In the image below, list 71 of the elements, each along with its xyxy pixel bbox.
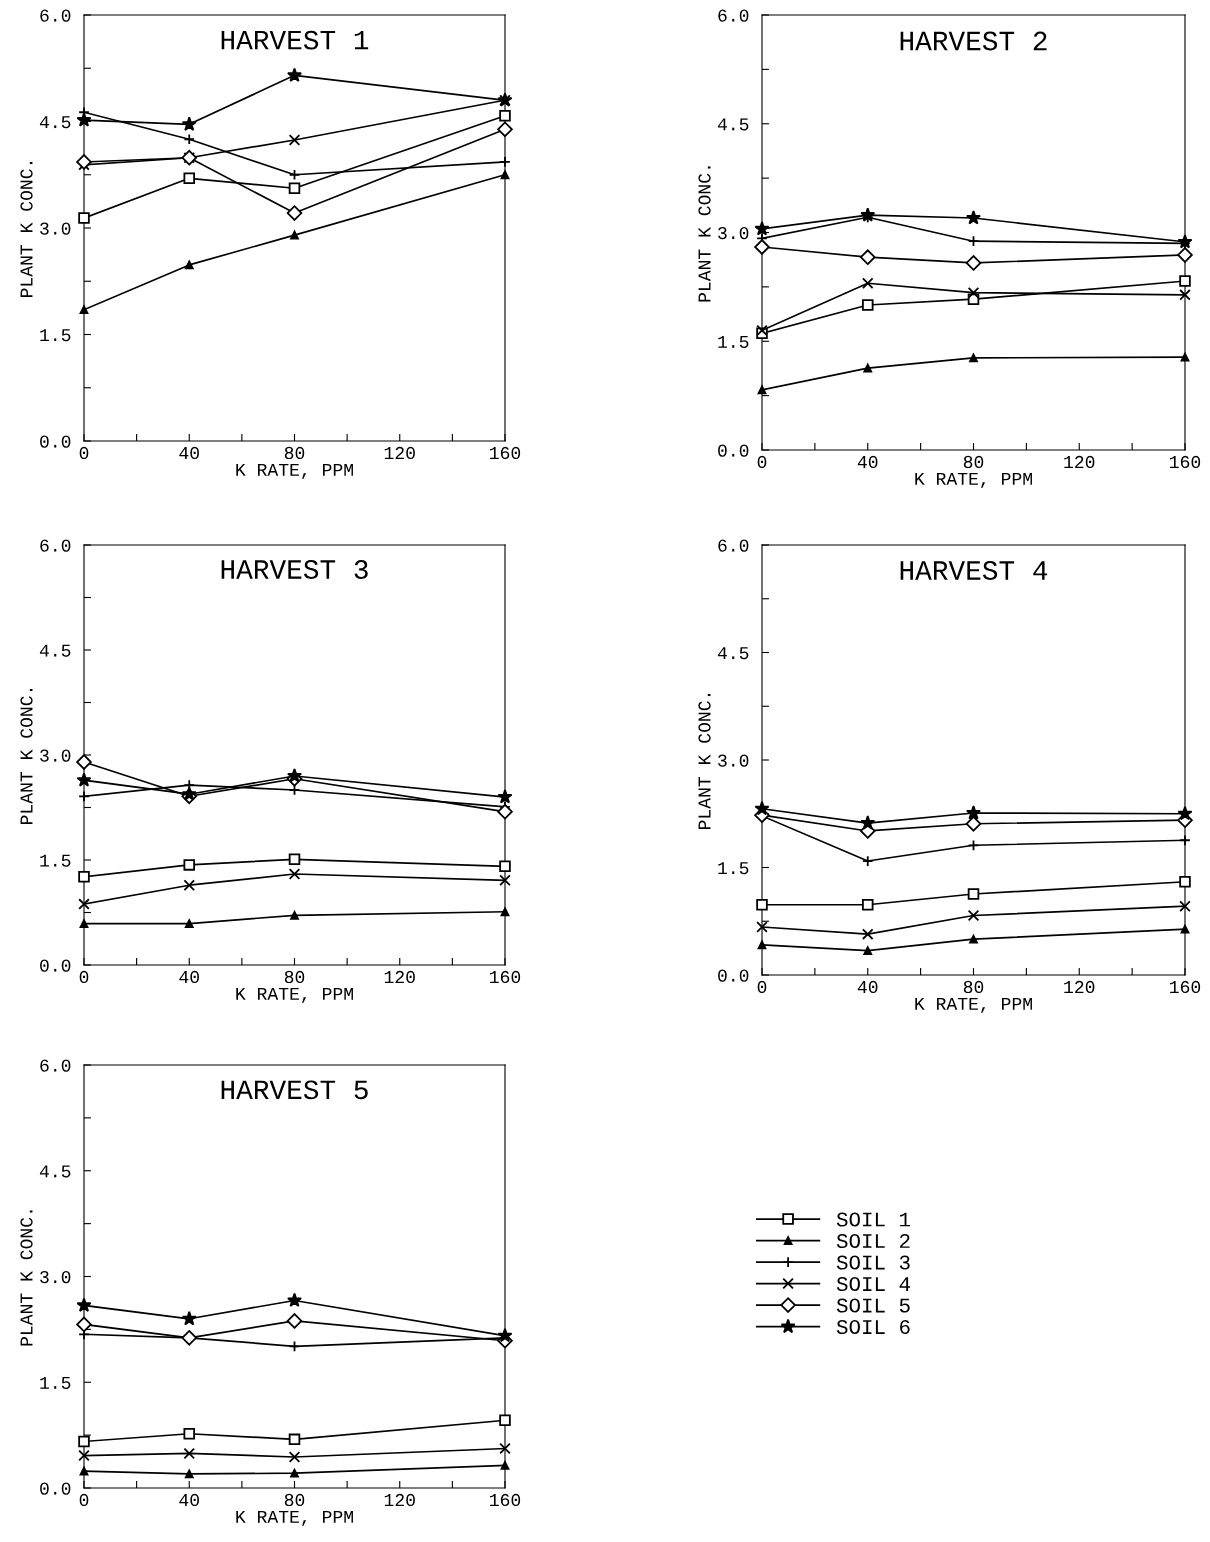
y-tick-label: 1.5 [40,1376,71,1389]
legend-label: SOIL 4 [836,1276,910,1292]
x-tick-label: 160 [490,1493,521,1507]
y-tick-label: 6.0 [40,539,71,552]
x-tick-label: 160 [490,970,521,984]
x-tick-label: 40 [179,446,199,460]
x-axis-title: K RATE, PPM [236,463,353,479]
x-tick-label: 80 [284,1493,305,1507]
x-axis-title: K RATE, PPM [236,987,353,1003]
legend-label: SOIL 5 [836,1298,910,1313]
y-axis-title: PLANT K CONC. [20,1210,33,1346]
x-tick-label: 0 [757,455,767,469]
y-tick-label: 4.5 [717,647,749,660]
legend-label: SOIL 6 [836,1319,910,1335]
y-tick-label: 0.0 [718,444,749,457]
y-tick-label: 3.0 [718,226,749,240]
x-tick-label: 40 [179,970,199,984]
x-tick-label: 120 [1064,455,1095,469]
x-tick-label: 120 [384,446,415,460]
y-tick-label: 6.0 [40,9,71,22]
y-tick-label: 6.0 [718,9,749,22]
y-tick-label: 1.5 [40,854,71,867]
chart-title: HARVEST 5 [221,1080,368,1100]
y-tick-label: 3.0 [40,1270,71,1284]
x-tick-label: 120 [384,970,415,984]
x-tick-label: 40 [179,1493,199,1507]
chart-title: HARVEST 3 [221,560,368,579]
x-axis-title: K RATE, PPM [236,1510,353,1526]
y-tick-label: 6.0 [40,1059,71,1072]
x-tick-label: 40 [857,980,878,994]
legend-label: SOIL 2 [836,1233,910,1249]
y-axis-title: PLANT K CONC. [698,166,711,302]
y-tick-label: 3.0 [40,749,71,762]
y-tick-label: 6.0 [718,539,749,552]
y-tick-label: 0.0 [40,959,71,972]
y-tick-label: 4.5 [717,118,749,131]
legend-label: SOIL 1 [836,1212,911,1227]
y-tick-label: 3.0 [718,754,749,767]
x-tick-label: 160 [1170,980,1201,994]
x-tick-label: 40 [857,455,878,469]
x-tick-label: 0 [79,446,89,460]
x-tick-label: 0 [757,980,767,994]
chart-title: HARVEST 4 [900,561,1048,580]
chart-title: HARVEST 2 [900,31,1047,51]
y-tick-label: 1.5 [718,862,749,875]
y-tick-label: 1.5 [40,329,71,342]
x-tick-label: 120 [384,1493,415,1507]
y-tick-label: 4.5 [39,1165,71,1178]
y-tick-label: 4.5 [39,644,71,657]
x-tick-label: 160 [1170,455,1201,469]
x-tick-label: 80 [284,446,305,460]
y-axis-title: PLANT K CONC. [20,688,33,825]
x-tick-label: 120 [1064,980,1095,994]
y-tick-label: 0.0 [718,969,749,982]
x-tick-label: 0 [79,970,89,984]
y-tick-label: 4.5 [39,116,71,129]
chart-title: HARVEST 1 [221,30,369,50]
y-tick-label: 1.5 [718,335,749,348]
x-tick-label: 80 [963,980,984,994]
x-tick-label: 80 [284,970,305,984]
x-tick-label: 80 [963,455,984,469]
x-tick-label: 160 [490,446,521,460]
x-axis-title: K RATE, PPM [915,472,1032,488]
x-tick-label: 0 [79,1493,89,1507]
y-axis-title: PLANT K CONC. [20,161,33,298]
y-tick-label: 0.0 [40,435,71,448]
y-axis-title: PLANT K CONC. [698,693,711,830]
x-axis-title: K RATE, PPM [915,997,1032,1013]
y-tick-label: 0.0 [40,1482,71,1495]
legend-label: SOIL 3 [836,1255,910,1270]
y-tick-label: 3.0 [40,222,71,235]
